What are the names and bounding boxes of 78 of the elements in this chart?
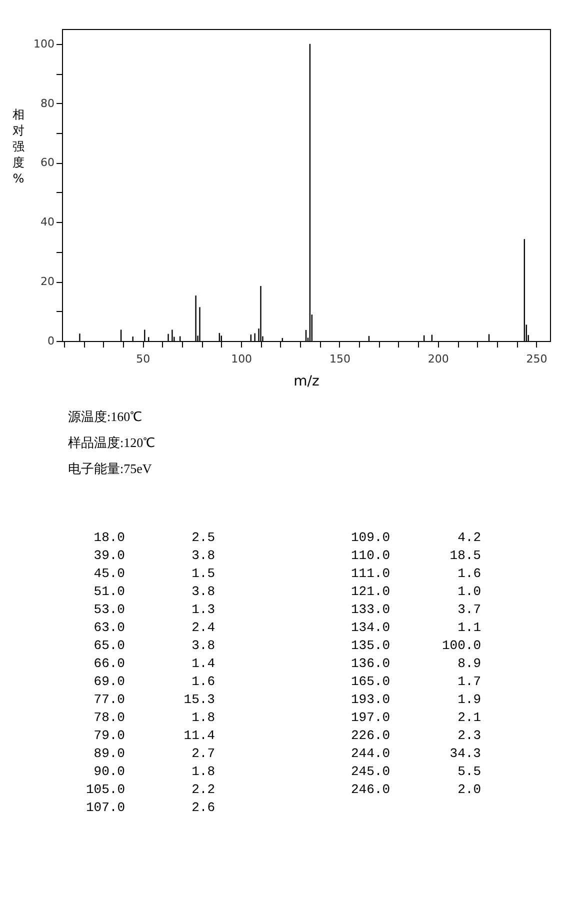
- category-label: 39.0: [94, 548, 125, 563]
- text: 源温度:160℃: [68, 408, 144, 426]
- text: 18.5: [450, 548, 481, 563]
- x-axis-title: m/z: [294, 374, 320, 390]
- text: 3.7: [458, 602, 481, 617]
- text: 2.2: [192, 782, 215, 797]
- text: 1.6: [458, 566, 481, 581]
- x-tick-label: 150: [329, 352, 350, 366]
- text: 2.6: [192, 800, 215, 815]
- text: 5.5: [458, 764, 481, 779]
- text: 2.3: [458, 728, 481, 743]
- text: 8.9: [458, 656, 481, 671]
- category-label: 63.0: [94, 620, 125, 635]
- category-label: 136.0: [350, 656, 390, 671]
- x-tick-label: 200: [428, 352, 449, 366]
- category-label: 18.0: [94, 530, 125, 545]
- text: 2.4: [192, 620, 215, 635]
- text: 2.5: [192, 530, 215, 545]
- category-label: 135.0: [350, 638, 390, 653]
- category-label: 165.0: [350, 674, 390, 689]
- category-label: 105.0: [86, 782, 125, 797]
- text: 1.7: [458, 674, 481, 689]
- text: 1.9: [458, 692, 481, 707]
- y-tick-label: 0: [48, 334, 54, 348]
- text: 1.6: [192, 674, 215, 689]
- category-label: 51.0: [94, 584, 125, 599]
- category-label: 197.0: [350, 710, 390, 725]
- text: 2.1: [458, 710, 481, 725]
- text: 4.2: [458, 530, 481, 545]
- category-label: 134.0: [350, 620, 390, 635]
- y-tick-label: 40: [40, 216, 54, 229]
- text: 1.8: [192, 764, 215, 779]
- category-label: 78.0: [94, 710, 125, 725]
- category-label: 90.0: [94, 764, 125, 779]
- text: 1.4: [192, 656, 215, 671]
- text: 3.8: [192, 638, 215, 653]
- category-label: 245.0: [350, 764, 390, 779]
- x-tick-label: 250: [526, 352, 548, 366]
- category-label: 246.0: [350, 782, 390, 797]
- text: 34.3: [450, 746, 481, 761]
- y-tick-label: 100: [34, 37, 54, 50]
- x-tick-label: 50: [136, 352, 150, 366]
- text: 3.8: [192, 548, 215, 563]
- category-label: 244.0: [350, 746, 390, 761]
- text: 2.7: [192, 746, 215, 761]
- text: 2.0: [458, 782, 481, 797]
- category-label: 69.0: [94, 674, 125, 689]
- text: 1.3: [192, 602, 215, 617]
- text: 1.1: [458, 620, 481, 635]
- text: 1.8: [192, 710, 215, 725]
- text: 11.4: [184, 728, 215, 743]
- y-tick-label: 20: [40, 275, 54, 288]
- text: 1.5: [192, 566, 215, 581]
- y-tick-label: 60: [40, 156, 54, 170]
- text: 样品温度:120℃: [68, 434, 156, 452]
- text: 1.0: [458, 584, 481, 599]
- category-label: 193.0: [350, 692, 390, 707]
- category-label: 107.0: [86, 800, 125, 815]
- y-tick-label: 80: [40, 96, 54, 110]
- category-label: 65.0: [94, 638, 125, 653]
- category-label: 77.0: [94, 692, 125, 707]
- category-label: 79.0: [94, 728, 125, 743]
- category-label: 53.0: [94, 602, 125, 617]
- category-label: 111.0: [350, 566, 390, 581]
- text: 3.8: [192, 584, 215, 599]
- text: 电子能量:75eV: [68, 460, 153, 478]
- category-label: 110.0: [350, 548, 390, 563]
- y-axis-title: 相对强度%: [12, 108, 24, 186]
- text: 100.0: [442, 638, 481, 653]
- category-label: 109.0: [350, 530, 390, 545]
- category-label: 45.0: [94, 566, 125, 581]
- text: 15.3: [184, 692, 215, 707]
- x-tick-label: 100: [231, 352, 252, 366]
- category-label: 89.0: [94, 746, 125, 761]
- category-label: 133.0: [350, 602, 390, 617]
- category-label: 121.0: [350, 584, 390, 599]
- category-label: 66.0: [94, 656, 125, 671]
- category-label: 226.0: [350, 728, 390, 743]
